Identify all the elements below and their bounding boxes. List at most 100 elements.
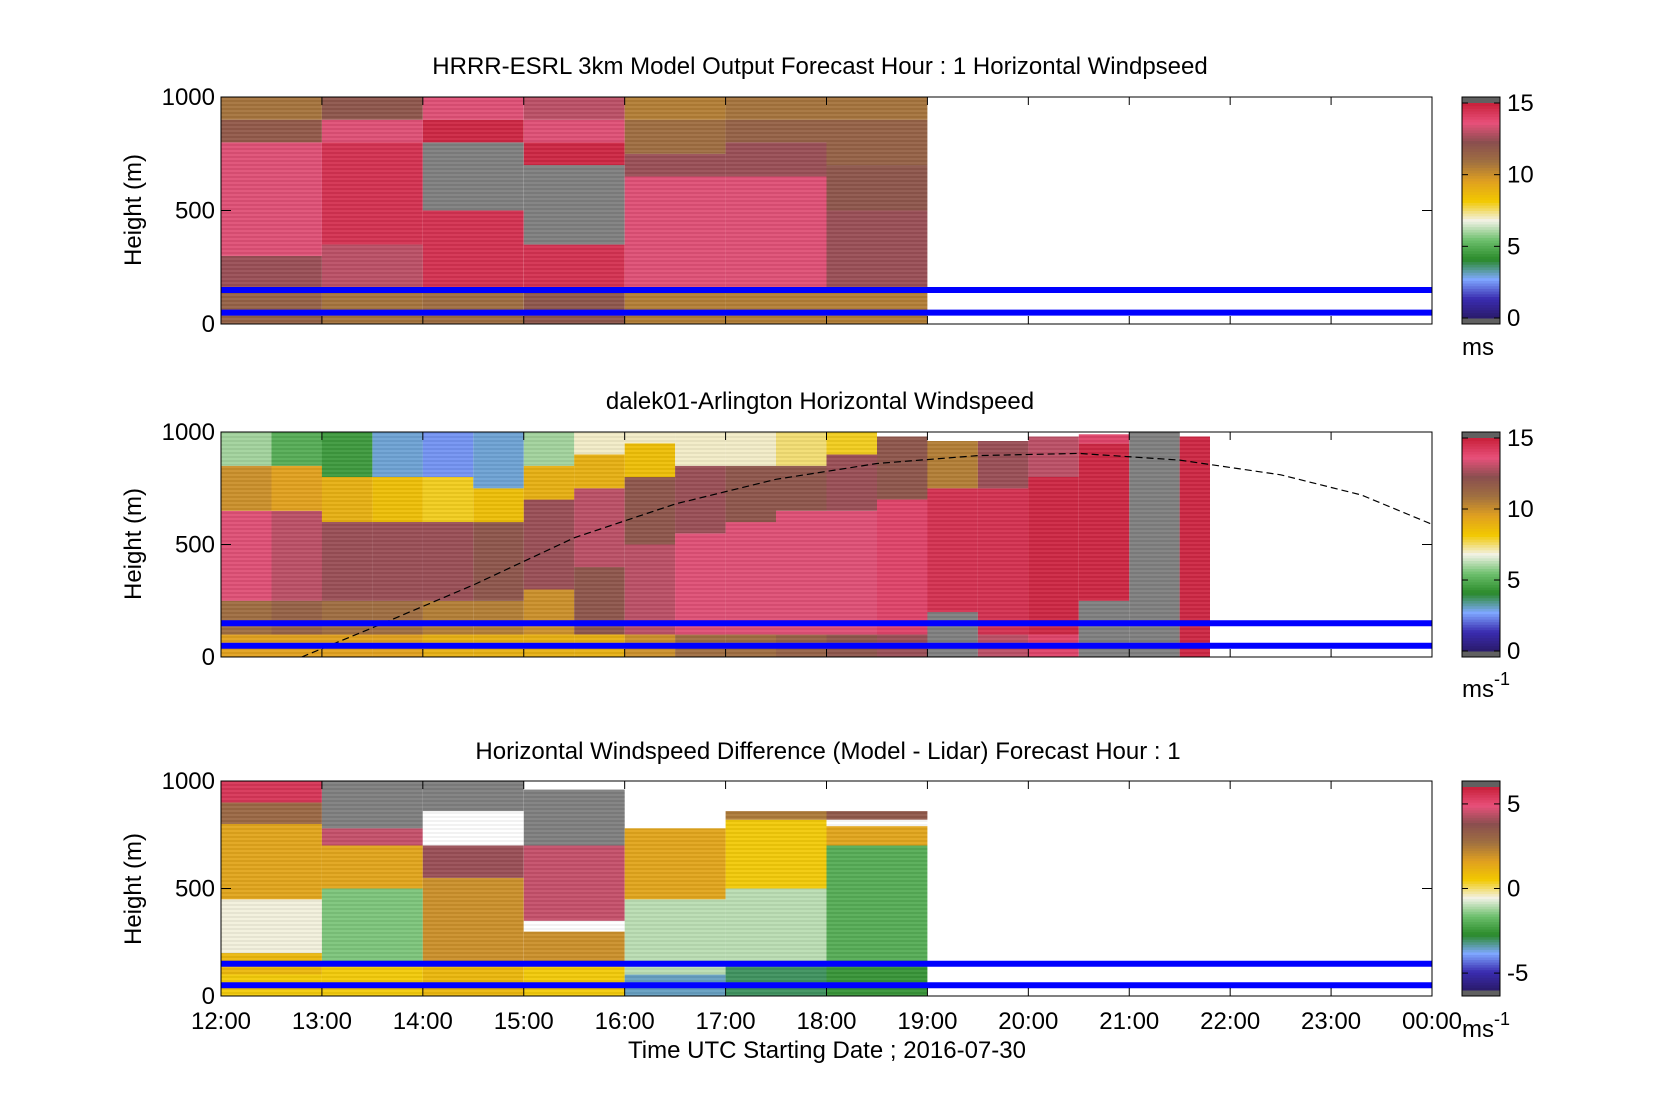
heatmap-texture xyxy=(473,600,524,635)
colorbar-step xyxy=(1462,794,1500,798)
colorbar-step xyxy=(1462,264,1500,268)
colorbar-step xyxy=(1462,245,1500,249)
colorbar-step xyxy=(1462,541,1500,545)
colorbar-step xyxy=(1462,299,1500,303)
colorbar-step xyxy=(1462,629,1500,633)
heatmap-texture xyxy=(221,802,322,824)
colorbar-step xyxy=(1462,512,1500,516)
colorbar-step xyxy=(1462,944,1500,948)
heatmap-texture xyxy=(372,432,423,477)
colorbar-step xyxy=(1462,520,1500,524)
heatmap-texture xyxy=(221,142,322,256)
heatmap-texture xyxy=(523,119,625,143)
colorbar-step xyxy=(1462,501,1500,506)
colorbar-step xyxy=(1462,539,1500,543)
colorbar-step xyxy=(1462,277,1500,281)
heatmap-texture xyxy=(523,789,625,846)
unit-base: ms xyxy=(1462,1016,1494,1043)
colorbar-step xyxy=(1462,234,1500,238)
colorbar-step xyxy=(1462,240,1500,244)
heatmap-texture xyxy=(321,289,423,324)
colorbar-step xyxy=(1462,568,1500,572)
colorbar-step xyxy=(1462,440,1500,444)
heatmap-texture xyxy=(624,153,726,177)
colorbar-step xyxy=(1462,814,1500,818)
colorbar-step xyxy=(1462,858,1500,862)
heatmap-texture xyxy=(523,165,625,245)
colorbar-step xyxy=(1462,467,1500,471)
colorbar-step xyxy=(1462,218,1500,222)
heatmap-texture xyxy=(321,600,373,635)
colorbar-step xyxy=(1462,982,1500,986)
heatmap-texture xyxy=(675,465,726,534)
colorbar-step xyxy=(1462,285,1500,289)
colorbar-step xyxy=(1462,215,1500,220)
colorbar-step xyxy=(1462,205,1500,209)
colorbar-frame xyxy=(1461,96,1501,325)
colorbar-step xyxy=(1462,280,1500,284)
colorbar-end xyxy=(1462,651,1500,657)
heatmap-texture xyxy=(725,522,777,635)
heatmap-texture xyxy=(221,465,272,511)
colorbar-step xyxy=(1462,891,1500,895)
colorbar-step xyxy=(1462,804,1500,808)
colorbar-step xyxy=(1462,918,1500,922)
colorbar-step xyxy=(1462,312,1500,316)
colorbar-step xyxy=(1462,493,1500,498)
colorbar-step xyxy=(1462,213,1500,217)
colorbar-step xyxy=(1462,587,1500,591)
colorbar-step xyxy=(1462,974,1500,978)
colorbar-step xyxy=(1462,531,1500,535)
colorbar-step xyxy=(1462,451,1500,455)
heatmap-texture xyxy=(372,522,423,601)
heatmap-texture xyxy=(826,845,928,964)
colorbar-step xyxy=(1462,108,1500,112)
colorbar-step xyxy=(1462,837,1500,841)
panel-title: HRRR-ESRL 3km Model Output Forecast Hour… xyxy=(432,53,1207,80)
heatmap-texture xyxy=(321,963,423,997)
colorbar-step xyxy=(1462,643,1500,647)
heatmap-texture xyxy=(927,488,978,613)
heatmap-texture xyxy=(624,97,726,120)
y-tick-label: 500 xyxy=(175,876,215,903)
colorbar-step xyxy=(1462,253,1500,257)
colorbar-step xyxy=(1462,632,1500,636)
colorbar-step xyxy=(1462,957,1500,961)
colorbar-step xyxy=(1462,581,1500,585)
colorbar-tick-label: 10 xyxy=(1507,496,1534,523)
colorbar-step xyxy=(1462,258,1500,263)
colorbar-step xyxy=(1462,124,1500,128)
colorbar-step xyxy=(1462,291,1500,295)
colorbar-step xyxy=(1462,648,1500,652)
heatmap-texture xyxy=(221,432,272,466)
colorbar-step xyxy=(1462,605,1500,609)
heatmap-texture xyxy=(271,432,322,466)
colorbar-step xyxy=(1462,812,1500,816)
colorbar-step xyxy=(1462,127,1500,131)
colorbar-step xyxy=(1462,934,1500,938)
colorbar: -5 0 5 ms-1 xyxy=(1461,780,1528,1043)
colorbar-step xyxy=(1462,924,1500,928)
heatmap-texture xyxy=(624,443,676,478)
colorbar-step xyxy=(1462,901,1500,905)
colorbar-end xyxy=(1462,97,1500,103)
colorbar-step xyxy=(1462,959,1500,963)
heatmap-texture xyxy=(221,824,322,900)
colorbar-step xyxy=(1462,135,1500,139)
heatmap-cells xyxy=(221,781,928,997)
colorbar-step xyxy=(1462,941,1500,945)
colorbar-step xyxy=(1462,563,1500,567)
colorbar-step xyxy=(1462,483,1500,487)
colorbar-step xyxy=(1462,600,1500,604)
colorbar-step xyxy=(1462,573,1500,577)
colorbar-step xyxy=(1462,852,1500,857)
heatmap-texture xyxy=(523,289,625,324)
x-tick-label: 17:00 xyxy=(696,1008,756,1035)
colorbar-tick-label: 0 xyxy=(1507,638,1520,665)
colorbar-step xyxy=(1462,156,1500,160)
heatmap-texture xyxy=(826,819,928,827)
colorbar-step xyxy=(1462,445,1500,450)
colorbar-step xyxy=(1462,438,1500,442)
heatmap-texture xyxy=(776,432,827,466)
heatmap-texture xyxy=(826,963,928,997)
